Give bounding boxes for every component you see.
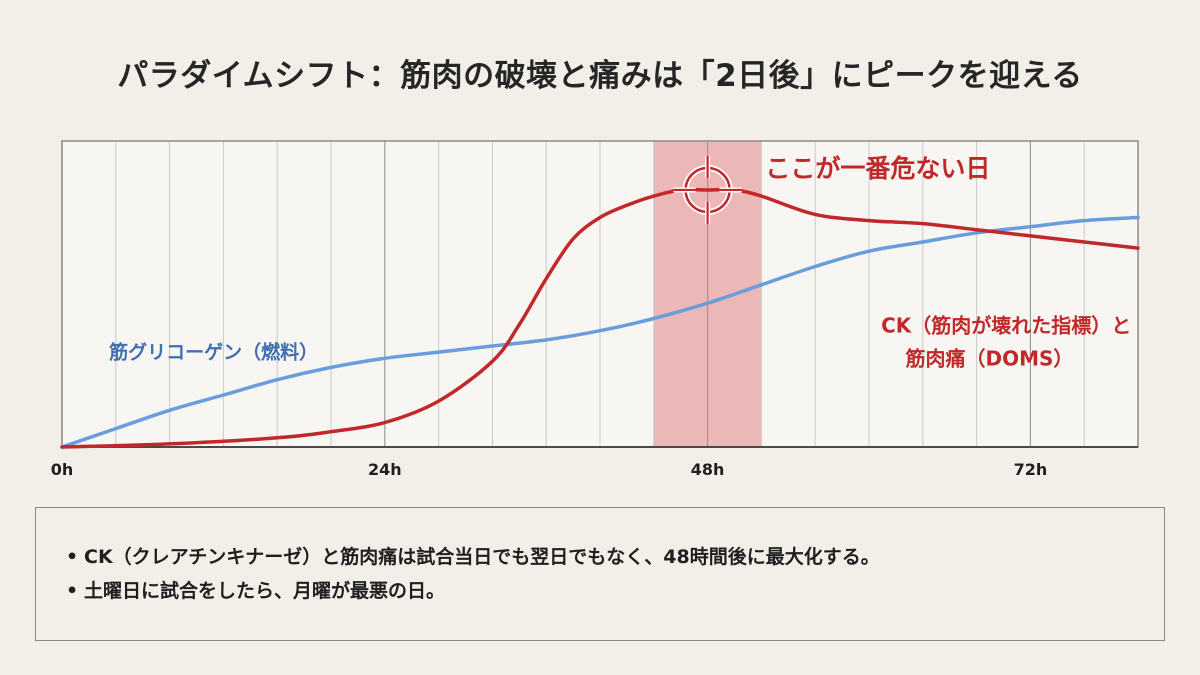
bullet-item-1: • CK（クレアチンキナーゼ）と筋肉痛は試合当日でも翌日でもなく、48時間後に最大… xyxy=(66,546,880,568)
summary-box: • CK（クレアチンキナーゼ）と筋肉痛は試合当日でも翌日でもなく、48時間後に最大… xyxy=(35,507,1165,641)
crosshair-icon xyxy=(673,155,742,224)
series-label-ck-doms: 筋肉痛（DOMS） xyxy=(906,346,1074,370)
series-label-ck-doms: CK（筋肉が壊れた指標）と xyxy=(881,313,1131,337)
x-tick-label: 0h xyxy=(51,460,74,479)
x-tick-label: 24h xyxy=(368,460,402,479)
bullet-item-2: • 土曜日に試合をしたら、月曜が最悪の日。 xyxy=(66,580,446,602)
series-label-glycogen: 筋グリコーゲン（燃料） xyxy=(109,340,318,363)
series-line-glycogen xyxy=(60,215,1140,449)
x-tick-label: 48h xyxy=(691,460,725,479)
annotation-label: ここが一番危ない日 xyxy=(765,154,990,183)
chart: 0h 24h 48h 72h 筋グリコーゲン（燃料） CK（筋肉が壊れた指標）と筋肉痛（D… xyxy=(51,140,1140,479)
page-title: パラダイムシフト：筋肉の破壊と痛みは「2日後」にピークを迎える xyxy=(117,58,1083,94)
x-tick-label: 72h xyxy=(1014,460,1048,479)
series-line-ck-doms xyxy=(60,187,1140,449)
